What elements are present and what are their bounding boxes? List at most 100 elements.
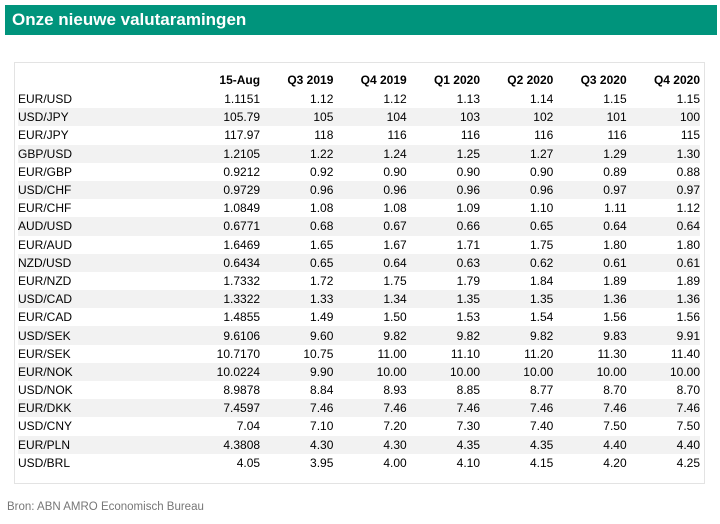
header-row: 15-Aug Q3 2019 Q4 2019 Q1 2020 Q2 2020 Q3 202… [18,70,700,90]
rate-value: 1.12 [310,92,334,107]
table-row: EUR/CHF 1.0849 1.08 1.08 1.09 1.10 1.11 1.12 [18,199,700,217]
rate-value: 7.50 [676,419,700,434]
currency-pair: EUR/NZD [18,273,72,288]
currency-pair: AUD/USD [18,217,147,236]
rate-value: 1.54 [529,310,554,325]
rate-value: 1.56 [676,310,700,325]
table-row: EUR/GBP 0.9212 0.92 0.90 0.90 0.90 0.89 0.88 [18,163,700,181]
rate-value: 0.65 [480,217,554,236]
rate-value: 1.30 [626,144,700,163]
rate-value: 105.79 [146,108,261,127]
rate-value: 4.40 [553,435,627,454]
rate-value: 11.20 [524,346,554,361]
rate-value: 11.40 [670,346,700,361]
rate-value: 0.89 [603,164,627,179]
table-row: EUR/PLN 4.3808 4.30 4.30 4.35 4.35 4.40 4.40 [18,435,700,454]
rate-value: 1.50 [383,310,407,325]
rate-value: 116 [534,128,554,143]
rate-value: 115 [680,128,700,143]
table-row: USD/NOK 8.9878 8.84 8.93 8.85 8.77 8.70 8.70 [18,381,700,399]
currency-pair: EUR/JPY [18,128,69,143]
rate-value: 1.71 [456,237,480,252]
rate-value: 1.33 [260,290,334,309]
rate-value: 8.77 [529,383,554,398]
table-row: EUR/SEK 10.7170 10.75 11.00 11.10 11.20 11.30 1… [18,345,700,363]
rate-value: 8.93 [383,383,407,398]
currency-pair: NZD/USD [18,253,147,272]
rate-value: 0.64 [553,217,627,236]
rate-value: 4.05 [236,455,261,470]
rate-value: 1.79 [456,273,480,288]
rate-value: 9.90 [260,362,334,381]
rate-value: 1.15 [603,92,627,107]
rate-value: 7.46 [260,399,334,418]
rate-value: 1.65 [310,237,334,252]
currency-pair: USD/BRL [18,455,71,470]
rate-value: 0.62 [480,253,554,272]
forecast-table: 15-Aug Q3 2019 Q4 2019 Q1 2020 Q2 2020 Q3 202… [18,70,700,472]
table-row: EUR/USD 1.1151 1.12 1.12 1.13 1.14 1.15 1.15 [18,90,700,108]
rate-value: 1.56 [603,310,627,325]
rate-value: 1.34 [333,290,407,309]
rate-value: 0.96 [480,180,554,200]
rate-value: 1.3322 [146,290,261,309]
rate-value: 11.30 [597,346,627,361]
rate-value: 101 [553,108,627,127]
rate-value: 3.95 [310,455,334,470]
rate-value: 9.82 [333,326,407,345]
rate-value: 4.35 [480,435,554,454]
table-row: EUR/NZD 1.7332 1.72 1.75 1.79 1.84 1.89 1.89 [18,272,700,290]
rate-value: 7.4597 [146,399,261,418]
table-row: NZD/USD 0.6434 0.65 0.64 0.63 0.62 0.61 0.61 [18,253,700,272]
rate-value: 0.9212 [223,164,261,179]
rate-value: 0.6434 [146,253,261,272]
title-bar: Onze nieuwe valutaramingen [5,5,717,35]
table-row: GBP/USD 1.2105 1.22 1.24 1.25 1.27 1.29 1.30 [18,144,700,163]
rate-value: 1.13 [456,92,480,107]
rate-value: 9.82 [480,326,554,345]
rate-value: 10.00 [406,362,480,381]
rate-value: 7.40 [529,419,554,434]
table-row: USD/CNY 7.04 7.10 7.20 7.30 7.40 7.50 7.50 [18,417,700,435]
rate-value: 11.10 [450,346,480,361]
rate-value: 116 [387,128,407,143]
rate-value: 10.00 [333,362,407,381]
rate-value: 0.9729 [146,180,261,200]
table-row: EUR/CAD 1.4855 1.49 1.50 1.53 1.54 1.56 1.56 [18,308,700,326]
page-title: Onze nieuwe valutaramingen [12,10,247,29]
rate-value: 116 [607,128,627,143]
currency-pair: USD/NOK [18,383,73,398]
rate-value: 0.61 [553,253,627,272]
rate-value: 0.90 [529,164,554,179]
rate-value: 10.00 [553,362,627,381]
rate-value: 1.35 [480,290,554,309]
rate-value: 0.64 [333,253,407,272]
rate-value: 7.04 [236,419,261,434]
rate-value: 1.2105 [146,144,261,163]
rate-value: 0.97 [553,180,627,200]
rate-value: 1.24 [333,144,407,163]
rate-value: 8.84 [310,383,334,398]
rate-value: 1.80 [676,237,700,252]
rate-value: 1.72 [310,273,334,288]
currency-pair: USD/CHF [18,180,147,200]
rate-value: 7.46 [406,399,480,418]
rate-value: 4.40 [626,435,700,454]
rate-value: 1.84 [529,273,554,288]
rate-value: 8.70 [676,383,700,398]
rate-value: 1.27 [480,144,554,163]
rate-value: 9.6106 [146,326,261,345]
rate-value: 9.82 [406,326,480,345]
rate-value: 1.08 [383,201,407,216]
rate-value: 4.25 [676,455,700,470]
rate-value: 0.63 [406,253,480,272]
currency-pair: EUR/NOK [18,362,147,381]
rate-value: 11.00 [377,346,407,361]
rate-value: 1.75 [383,273,407,288]
rate-value: 0.90 [383,164,407,179]
currency-pair: EUR/DKK [18,399,147,418]
rate-value: 1.36 [626,290,700,309]
table-row: USD/CAD 1.3322 1.33 1.34 1.35 1.35 1.36 1.36 [18,290,700,309]
rate-value: 1.6469 [223,237,261,252]
rate-value: 1.09 [456,201,480,216]
